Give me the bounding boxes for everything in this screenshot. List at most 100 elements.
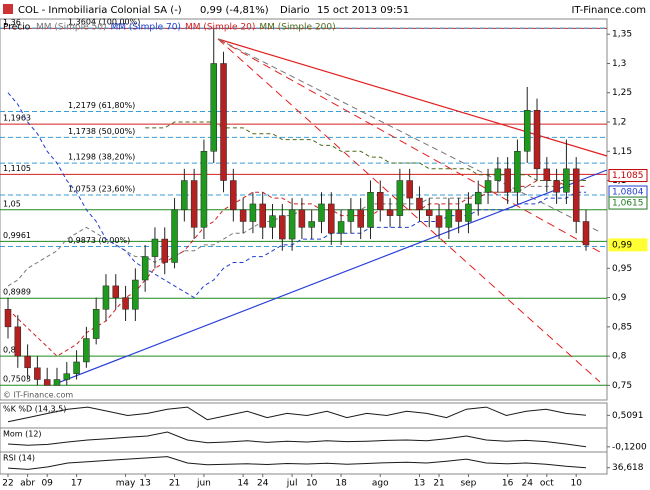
candle-body bbox=[230, 180, 237, 211]
candle-body bbox=[112, 285, 120, 298]
quote: 0,99 (-4,81%) bbox=[200, 5, 269, 16]
candle-body bbox=[73, 361, 80, 374]
candle-body bbox=[347, 209, 355, 222]
x-tick-label: 13 bbox=[139, 479, 150, 489]
candle-body bbox=[269, 215, 276, 228]
price-tag-label: 1,0615 bbox=[612, 199, 644, 209]
level-label: 0,8 bbox=[3, 346, 16, 355]
candle-body bbox=[377, 191, 384, 211]
candle-body bbox=[220, 63, 227, 181]
price-tag-label: 1,1085 bbox=[612, 171, 644, 181]
price-tag-label: 0,99 bbox=[612, 240, 632, 250]
trendline bbox=[217, 38, 608, 157]
indicator-line bbox=[7, 456, 587, 470]
x-tick-label: 24 bbox=[521, 479, 533, 489]
x-tick-label: 21 bbox=[169, 479, 180, 489]
candle-body bbox=[455, 209, 462, 222]
level-label: 0,8989 bbox=[3, 288, 31, 297]
legend-entry: MM (Simple 50) bbox=[36, 23, 106, 33]
title: COL - Inmobiliaria Colonial SA (-) bbox=[18, 5, 182, 16]
indicator-title: %K %D (14,3,5) bbox=[3, 405, 66, 414]
candle-body bbox=[43, 379, 51, 386]
candle-body bbox=[288, 209, 296, 240]
level-label: 1,2179 (61,80%) bbox=[68, 101, 135, 110]
candle-body bbox=[298, 209, 306, 228]
candle-body bbox=[582, 221, 590, 246]
legend-price: Precio bbox=[3, 23, 31, 33]
y-tick-label: 0,95 bbox=[612, 264, 632, 274]
candle-body bbox=[4, 309, 12, 328]
indicator-line bbox=[7, 431, 587, 448]
x-tick-label: 10 bbox=[306, 479, 318, 489]
x-tick-label: 17 bbox=[71, 479, 82, 489]
trendline bbox=[217, 38, 601, 253]
x-tick-label: 13 bbox=[414, 479, 425, 489]
candle-body bbox=[308, 221, 315, 228]
candle-body bbox=[406, 180, 413, 199]
candle-body bbox=[53, 379, 61, 386]
level-label: 1,1298 (38,20%) bbox=[68, 153, 135, 162]
candle-body bbox=[386, 209, 394, 216]
legend-entry: MM (Simple 200) bbox=[259, 23, 335, 33]
x-tick-label: sep bbox=[460, 479, 476, 489]
level-label: 1,1738 (50,00%) bbox=[68, 127, 135, 136]
price-tag bbox=[608, 238, 648, 252]
y-tick-label: 0,8 bbox=[612, 352, 627, 362]
candle-body bbox=[102, 285, 110, 310]
candle-body bbox=[259, 203, 266, 228]
price-tag-label: 1,0804 bbox=[612, 188, 644, 198]
x-tick-label: 22 bbox=[2, 479, 13, 489]
trendline bbox=[217, 38, 601, 233]
candle-body bbox=[141, 256, 149, 281]
candle-body bbox=[367, 191, 374, 228]
candle-body bbox=[318, 203, 325, 222]
price-tag bbox=[608, 196, 648, 210]
candle-body bbox=[83, 338, 90, 363]
x-tick-label: 24 bbox=[257, 479, 269, 489]
x-tick-label: 18 bbox=[335, 479, 347, 489]
price-tag bbox=[608, 169, 648, 183]
brand: IT-Finance.com bbox=[571, 5, 646, 16]
moving-average bbox=[7, 180, 586, 287]
logo-icon bbox=[3, 4, 13, 14]
candle-body bbox=[63, 373, 71, 380]
level-label: 1,36 bbox=[3, 18, 21, 27]
candle-body bbox=[200, 151, 208, 228]
candle-body bbox=[122, 297, 129, 310]
x-tick-label: abr bbox=[20, 479, 35, 489]
candle-body bbox=[151, 238, 159, 257]
y-tick-label: 1,15 bbox=[612, 147, 632, 157]
x-tick-label: 10 bbox=[570, 479, 582, 489]
candle-body bbox=[357, 209, 364, 228]
legend-entry: MM (Simple 70) bbox=[110, 23, 180, 33]
candle-body bbox=[435, 215, 443, 228]
y-tick-label: 1,35 bbox=[612, 30, 632, 40]
indicator-title: RSI (14) bbox=[3, 454, 35, 463]
candle-body bbox=[543, 168, 551, 181]
candle-body bbox=[161, 238, 168, 263]
level-label: 0,7503 bbox=[3, 375, 31, 384]
x-tick-label: oct bbox=[540, 479, 554, 489]
candle-body bbox=[504, 168, 511, 193]
candle-body bbox=[279, 215, 286, 240]
candle-body bbox=[24, 355, 31, 369]
y-tick-label: 1,25 bbox=[612, 88, 632, 98]
candle-body bbox=[34, 367, 41, 380]
x-tick-label: 21 bbox=[433, 479, 444, 489]
candle-body bbox=[328, 203, 335, 234]
level-label: 1,1963 bbox=[3, 114, 31, 123]
y-tick-label: 1,3 bbox=[612, 59, 626, 69]
candle-body bbox=[337, 221, 345, 234]
candle-body bbox=[484, 180, 492, 193]
x-tick-label: jun bbox=[196, 479, 211, 489]
level-label: 0,9961 bbox=[3, 231, 31, 240]
indicator-last-label: 0,5091 bbox=[612, 411, 644, 421]
candle-body bbox=[494, 168, 502, 181]
x-tick-label: ago bbox=[372, 479, 389, 489]
indicator-last-label: 36,618 bbox=[612, 463, 644, 473]
rsi-panel bbox=[0, 451, 608, 475]
y-tick-label: 0,75 bbox=[612, 381, 632, 391]
legend-entry: MM (Simple 20) bbox=[185, 23, 255, 33]
watermark: © IT-Finance.com bbox=[3, 391, 73, 400]
